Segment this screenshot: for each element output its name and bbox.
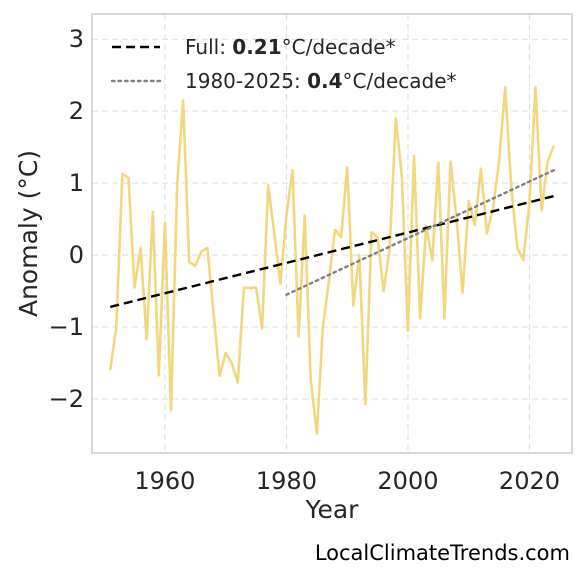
y-axis-label: Anomaly (°C) — [14, 150, 43, 317]
legend-prefix: Full: — [185, 35, 232, 59]
legend-rate: 0.4 — [307, 69, 342, 93]
y-tick-label: 1 — [69, 169, 84, 197]
y-tick-label: −1 — [49, 313, 84, 341]
legend: Full: 0.21°C/decade*1980-2025: 0.4°C/dec… — [110, 35, 457, 93]
x-tick-label: 2000 — [377, 467, 438, 495]
y-tick-label: 2 — [69, 97, 84, 125]
legend-entry: Full: 0.21°C/decade* — [185, 35, 396, 59]
legend-suffix: °C/decade* — [282, 35, 396, 59]
series-layer — [108, 86, 556, 435]
y-tick-label: 0 — [69, 241, 84, 269]
trend-line-1 — [109, 194, 555, 309]
y-tick-label: 3 — [69, 25, 84, 53]
x-tick-label: 1980 — [256, 467, 317, 495]
legend-entry: 1980-2025: 0.4°C/decade* — [185, 69, 457, 93]
trend-line-2 — [285, 168, 555, 296]
x-tick-label: 2020 — [499, 467, 560, 495]
plot-frame — [91, 13, 573, 454]
legend-rate: 0.21 — [232, 35, 281, 59]
credit-text: LocalClimateTrends.com — [315, 541, 570, 565]
legend-suffix: °C/decade* — [343, 69, 457, 93]
legend-prefix: 1980-2025: — [185, 69, 307, 93]
y-tick-label: −2 — [49, 385, 84, 413]
tick-labels: 1960 1980 2000 2020 −2 −1 0 1 2 3 — [49, 25, 560, 495]
series-line-anomaly — [108, 86, 556, 435]
x-tick-label: 1960 — [134, 467, 195, 495]
x-axis-label: Year — [305, 495, 360, 524]
